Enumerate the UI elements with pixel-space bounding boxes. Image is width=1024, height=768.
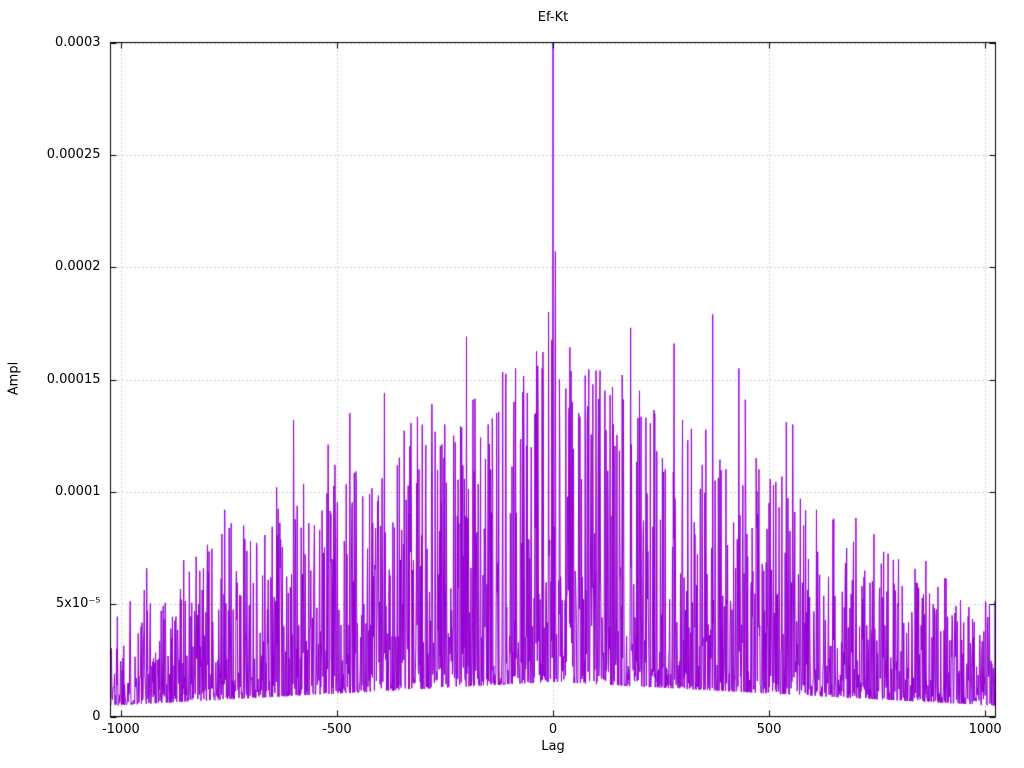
y-tick-label: 0.00015 <box>46 371 101 387</box>
y-tick-label: 0 <box>92 708 101 724</box>
x-tick-label: -1000 <box>101 721 140 737</box>
x-tick-label: 0 <box>548 721 558 737</box>
chart-title: Ef-Kt <box>537 10 569 25</box>
x-tick-label: 500 <box>756 721 782 737</box>
y-tick-label: 0.00025 <box>46 146 101 162</box>
y-tick-label: 5x10⁻⁵ <box>55 596 101 612</box>
x-axis-title: Lag <box>541 739 565 754</box>
y-tick-label: 0.0002 <box>55 259 101 275</box>
y-tick-label: 0.0003 <box>55 34 101 50</box>
y-tick-label: 0.0001 <box>55 483 101 499</box>
x-tick-label: 1000 <box>968 721 1002 737</box>
x-tick-label: -500 <box>322 721 352 737</box>
